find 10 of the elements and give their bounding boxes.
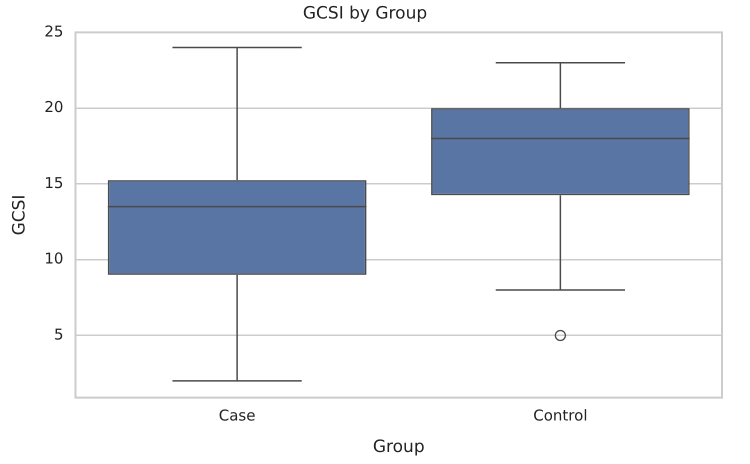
x-axis-title: Group <box>372 437 425 458</box>
y-tick-label: 20 <box>44 98 64 116</box>
y-tick-label: 5 <box>54 325 64 344</box>
chart-title: GCSI by Group <box>302 4 428 24</box>
x-tick-label: Control <box>533 406 588 424</box>
y-tick-label: 10 <box>44 250 64 268</box>
y-axis-title: GCSI <box>10 194 30 236</box>
y-tick-label: 25 <box>44 22 64 40</box>
x-tick-label: Case <box>218 406 256 424</box>
y-tick-label: 15 <box>44 174 64 192</box>
